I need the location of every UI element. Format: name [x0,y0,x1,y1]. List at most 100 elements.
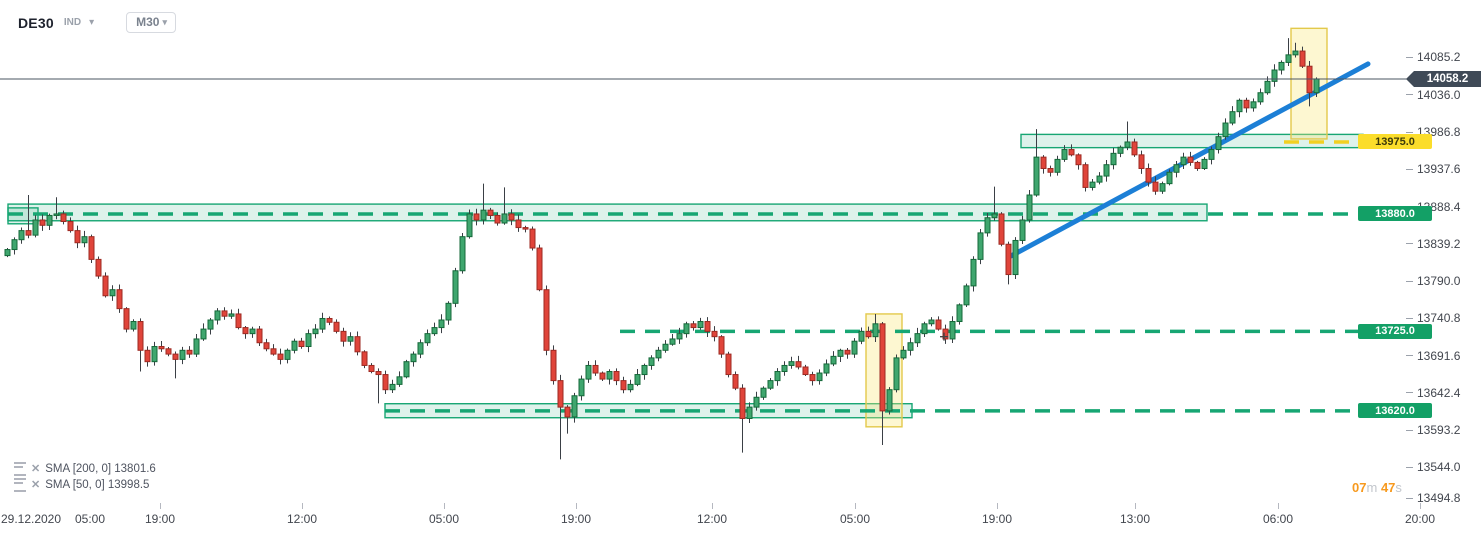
candle-bullish [1250,101,1257,109]
candle-bearish [536,247,543,291]
candle-bullish [1264,80,1271,94]
candle-bearish [592,364,599,374]
candle-bearish [711,330,718,338]
candle-bullish [914,333,921,344]
close-icon[interactable]: ✕ [31,479,41,491]
candle-bullish [1103,164,1110,177]
price-axis[interactable]: 14085.2 14036.0 13986.8 13937.6 13888.4 13839… [1400,0,1482,534]
symbol-name[interactable]: DE30 [18,14,54,31]
timeframe-button[interactable]: M30 ▾ [126,12,176,33]
candle-bearish [487,209,494,216]
chevron-down-icon[interactable]: ▾ [89,17,95,28]
price-tick-label: 13691.6 [1417,348,1461,363]
time-tick-label: 29.12.2020 [0,512,62,526]
price-tick: 13839.2 [1406,237,1460,251]
candle-bullish [1117,146,1124,154]
candle-bearish [1082,164,1089,188]
price-tick-mark [1406,466,1413,468]
candle-bearish [795,361,802,368]
candle-bearish [158,346,165,350]
candle-bullish [200,328,207,340]
candle-bearish [144,349,151,363]
price-tick-label: 13494.8 [1417,491,1461,505]
candle-bullish [1012,239,1019,276]
candle-bullish [858,330,865,342]
candle-bullish [991,213,998,219]
price-level-badge[interactable]: 13725.0 [1358,323,1432,339]
candle-bullish [781,364,788,373]
time-tick-mark [997,503,998,509]
time-tick-mark [160,503,161,509]
candle-bullish [676,333,683,340]
price-tick-mark [1406,497,1413,499]
candles-group[interactable] [4,38,1320,460]
candle-bullish [81,236,88,244]
candle-bullish [1257,92,1264,103]
indicator-settings-icon[interactable] [14,462,26,476]
candle-bullish [1159,183,1166,192]
candle-bullish [851,340,858,355]
candle-bullish [1285,54,1292,63]
candle-bearish [704,321,711,332]
candle-bearish [60,213,67,223]
plus-marker [940,332,948,341]
candle-bullish [984,217,991,234]
price-level-badge[interactable]: 13620.0 [1358,403,1432,419]
candle-bullish [760,387,767,398]
candle-bullish [1096,175,1103,183]
support-resistance-zone[interactable] [7,207,39,225]
time-tick-label: 19:00 [144,512,176,526]
candle-bullish [697,321,704,329]
candle-bullish [767,380,774,389]
candle-bearish [809,374,816,382]
price-level-badge[interactable]: 13880.0 [1358,206,1432,222]
indicator-settings-icon[interactable] [14,478,26,492]
candle-bullish [417,342,424,355]
candle-bullish [1166,171,1173,185]
price-level-badge[interactable]: 13975.0 [1358,134,1432,150]
time-tick-mark [302,503,303,509]
candle-bullish [403,361,410,378]
candle-bearish [1047,167,1054,173]
candle-bullish [900,349,907,359]
chevron-down-icon: ▾ [162,16,167,27]
candle-bearish [270,348,277,355]
time-tick-label: 05:00 [74,512,106,526]
price-tick-label: 13937.6 [1417,162,1461,177]
candle-bullish [823,363,830,374]
candle-bearish [879,323,886,412]
timer-minutes: 07 [1352,480,1367,495]
candle-bullish [18,230,25,241]
candle-bullish [1019,219,1026,241]
candle-bullish [641,364,648,376]
close-icon[interactable]: ✕ [31,463,41,475]
time-axis[interactable]: 29.12.2020 05:00 19:00 12:00 05:00 19:00 12:00… [0,500,1482,534]
price-tick-label: 14085.2 [1417,50,1461,65]
price-tick-mark [1406,131,1413,133]
candle-bearish [1194,161,1201,169]
candle-bullish [753,396,760,408]
candle-countdown-timer: 07m 47s [1352,480,1402,495]
price-badge-arrow-icon [1406,70,1414,87]
candle-bearish [865,330,872,338]
candle-bullish [837,349,844,357]
candle-bullish [396,376,403,385]
candle-bearish [1243,99,1250,109]
candle-bearish [739,387,746,419]
candle-bearish [88,236,95,260]
candle-bullish [634,374,641,385]
candle-bullish [746,406,753,419]
candle-bullish [928,319,935,325]
candle-bearish [256,328,263,344]
candle-bullish [1089,181,1096,188]
candle-bullish [578,378,585,397]
candle-bearish [690,323,697,329]
candle-bullish [921,323,928,335]
candle-bullish [655,349,662,359]
candle-bullish [501,213,508,224]
candle-bullish [970,258,977,287]
candle-bearish [732,374,739,389]
candle-bullish [445,302,452,321]
candle-bullish [109,289,116,297]
